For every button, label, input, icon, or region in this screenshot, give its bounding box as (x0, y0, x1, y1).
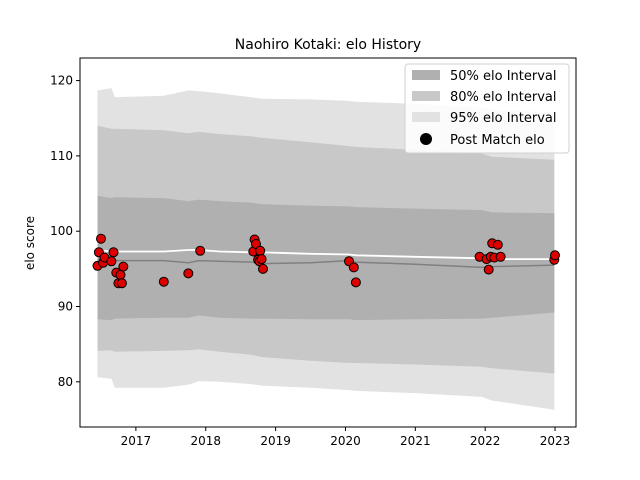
post-match-point (495, 251, 506, 262)
legend: 50% elo Interval 80% elo Interval 95% el… (404, 63, 570, 154)
x-tick-label: 2019 (260, 434, 291, 448)
post-match-point (550, 250, 560, 261)
legend-swatch-50 (412, 70, 440, 80)
legend-label-post-match: Post Match elo (450, 133, 545, 148)
post-match-point (483, 264, 494, 275)
plot-area (92, 88, 560, 410)
post-match-point (118, 261, 129, 272)
x-axis: 2017 2018 2019 2020 2021 2022 2023 (121, 427, 571, 448)
chart-title: Naohiro Kotaki: elo History (235, 37, 421, 53)
legend-swatch-95 (412, 112, 440, 122)
post-match-point (258, 263, 268, 274)
x-tick-label: 2020 (330, 434, 361, 448)
post-match-point (158, 276, 169, 287)
post-match-point (116, 278, 127, 289)
legend-box (404, 63, 570, 154)
legend-swatch-80 (412, 91, 440, 101)
legend-marker-post-match (420, 133, 432, 145)
legend-label-50: 50% elo Interval (450, 69, 557, 84)
post-match-point (106, 256, 117, 267)
legend-label-80: 80% elo Interval (450, 90, 557, 105)
x-tick-label: 2017 (121, 434, 152, 448)
axes-frame (79, 57, 577, 428)
y-tick-label: 120 (50, 74, 73, 88)
post-match-point (256, 254, 267, 265)
legend-label-95: 95% elo Interval (450, 111, 557, 126)
post-match-point (115, 269, 126, 280)
post-match-point (255, 245, 266, 256)
post-match-point (348, 262, 359, 273)
band-50 (97, 195, 555, 321)
y-axis: 80 90 100 110 120 (50, 74, 80, 389)
x-tick-label: 2018 (190, 434, 221, 448)
y-tick-label: 80 (58, 375, 73, 389)
post-match-point (96, 233, 106, 244)
post-match-point (492, 239, 503, 250)
x-tick-label: 2023 (540, 434, 571, 448)
y-tick-label: 100 (50, 224, 73, 238)
y-tick-label: 90 (58, 300, 73, 314)
x-tick-label: 2021 (400, 434, 431, 448)
y-axis-label: elo score (23, 216, 37, 270)
post-match-point (195, 245, 206, 256)
post-match-point (183, 268, 194, 279)
x-tick-label: 2022 (470, 434, 501, 448)
post-match-point (350, 277, 361, 288)
post-match-point (108, 247, 119, 258)
y-tick-label: 110 (50, 149, 73, 163)
